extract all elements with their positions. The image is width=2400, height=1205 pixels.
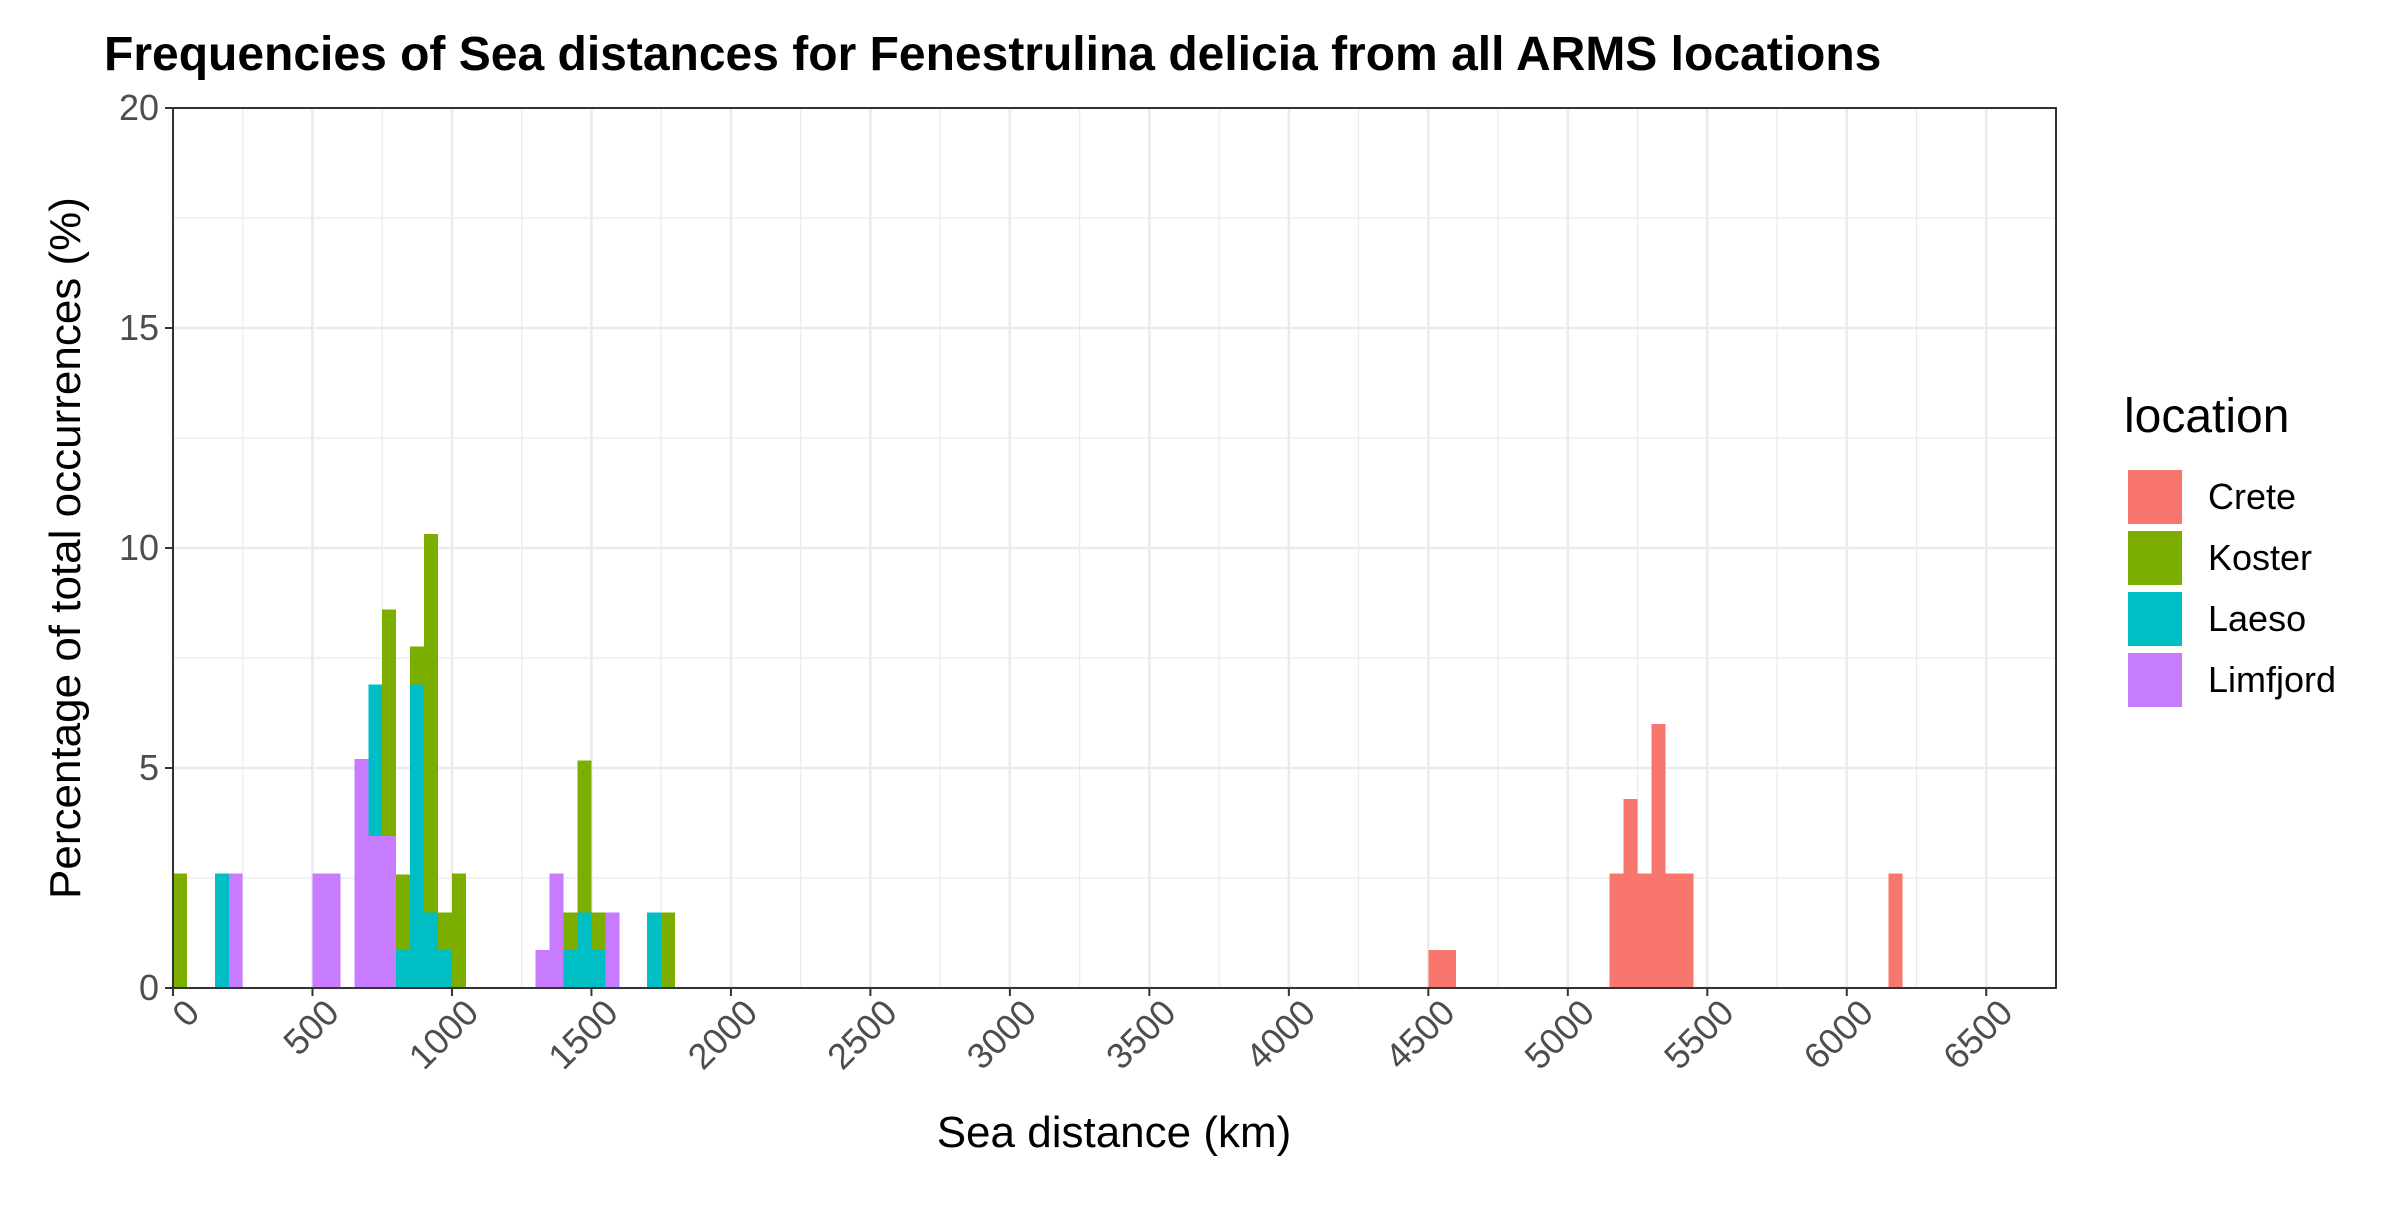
bar-koster	[438, 912, 452, 951]
x-tick-label: 2000	[680, 991, 766, 1077]
x-tick-label: 3000	[958, 991, 1044, 1077]
y-tick-label: 10	[119, 527, 159, 568]
bar-limfjord	[312, 873, 327, 988]
bar-koster	[396, 874, 411, 951]
x-axis: 0 500 1000 1500 2000 2500 3000 3500 4000 4500 5000…	[164, 988, 2020, 1077]
bar-koster	[173, 873, 187, 988]
y-tick-label: 15	[119, 307, 159, 348]
bar-laeso	[368, 684, 383, 837]
bar-crete	[1651, 724, 1666, 988]
legend-label-crete: Crete	[2208, 476, 2296, 517]
x-tick-label: 3500	[1098, 991, 1184, 1077]
bar-laeso	[410, 684, 425, 988]
bar-koster	[451, 873, 466, 988]
x-tick-label: 5000	[1516, 991, 1602, 1077]
bar-limfjord	[535, 950, 550, 988]
bar-koster	[382, 609, 397, 837]
legend-label-koster: Koster	[2208, 537, 2312, 578]
x-tick-label: 4500	[1377, 991, 1463, 1077]
legend-title: location	[2124, 390, 2289, 443]
bar-crete	[1609, 873, 1624, 988]
bar-laeso	[647, 912, 662, 988]
bar-laeso	[214, 873, 229, 988]
y-axis: 0 5 10 15 20	[119, 87, 173, 1008]
legend-key-laeso	[2128, 592, 2182, 646]
bar-crete	[1428, 950, 1443, 988]
chart-title: Frequencies of Sea distances for Fenestr…	[104, 28, 1881, 81]
bar-koster	[410, 646, 425, 685]
x-tick-label: 2500	[819, 991, 905, 1077]
bar-koster	[563, 912, 578, 951]
x-tick-label: 4000	[1237, 991, 1323, 1077]
bar-crete	[1637, 873, 1652, 988]
bar-limfjord	[549, 873, 564, 988]
bar-koster	[661, 912, 676, 988]
legend-key-crete	[2128, 470, 2182, 524]
y-tick-label: 5	[139, 747, 159, 788]
bar-laeso	[396, 950, 411, 988]
y-axis-label: Percentage of total occurrences (%)	[41, 197, 90, 899]
x-tick-label: 6000	[1795, 991, 1881, 1077]
bar-laeso	[591, 950, 606, 988]
bar-koster	[424, 533, 439, 913]
bar-laeso	[424, 912, 439, 988]
bar-crete	[1665, 873, 1680, 988]
bar-koster	[591, 912, 606, 951]
bar-crete	[1679, 873, 1694, 988]
x-tick-label: 1500	[540, 991, 626, 1077]
legend-key-limfjord	[2128, 653, 2182, 707]
bar-laeso	[438, 950, 452, 988]
bar-crete	[1623, 798, 1638, 988]
bar-laeso	[563, 950, 578, 988]
x-tick-label: 5500	[1656, 991, 1742, 1077]
bar-limfjord	[382, 836, 397, 988]
x-axis-label: Sea distance (km)	[937, 1108, 1292, 1157]
y-tick-label: 20	[119, 87, 159, 128]
bar-limfjord	[326, 873, 341, 988]
bar-limfjord	[368, 836, 383, 988]
x-tick-label: 500	[275, 991, 346, 1062]
x-tick-label: 1000	[401, 991, 487, 1077]
legend-key-koster	[2128, 531, 2182, 585]
legend-label-limfjord: Limfjord	[2208, 659, 2336, 700]
bar-koster	[577, 760, 592, 913]
y-tick-label: 0	[139, 967, 159, 1008]
legend: location Crete Koster Laeso Limfjord	[2124, 390, 2336, 707]
legend-label-laeso: Laeso	[2208, 598, 2306, 639]
bar-laeso	[577, 912, 592, 988]
x-tick-label: 0	[164, 991, 207, 1034]
bar-crete	[1888, 873, 1903, 988]
bar-limfjord	[605, 912, 620, 988]
bar-limfjord	[228, 873, 243, 988]
x-tick-label: 6500	[1935, 991, 2021, 1077]
bar-limfjord	[354, 759, 369, 988]
bar-crete	[1442, 950, 1457, 988]
bars-layer	[173, 533, 1903, 988]
